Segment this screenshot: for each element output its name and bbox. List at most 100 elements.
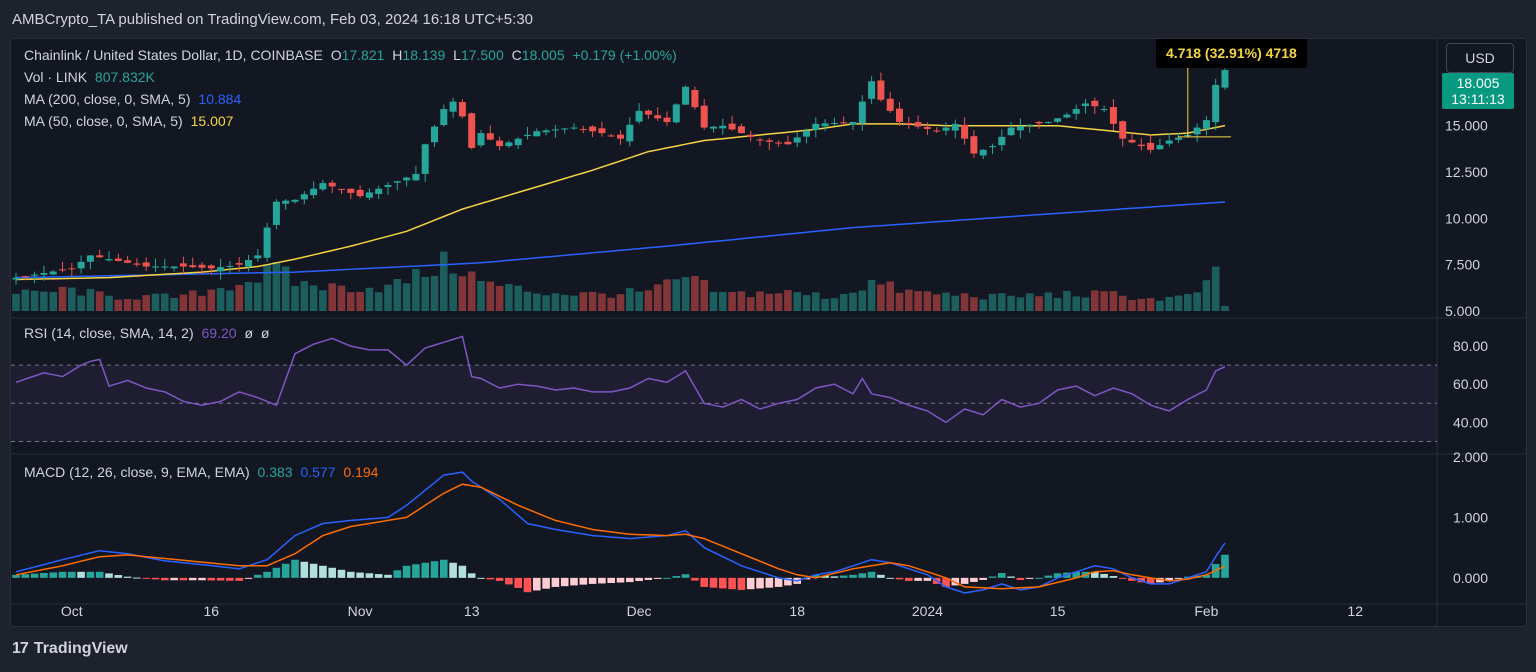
candle xyxy=(710,125,717,133)
macd-histogram-bar xyxy=(365,573,374,578)
candle-body xyxy=(1044,122,1052,123)
candle xyxy=(300,191,308,205)
candle xyxy=(561,127,569,134)
volume-bar xyxy=(235,284,243,311)
volume-legend: Vol · LINK 807.832K xyxy=(24,69,159,85)
volume-bar xyxy=(737,291,746,311)
candle xyxy=(923,122,931,135)
high-value: 18.139 xyxy=(402,47,446,63)
macd-histogram-bar xyxy=(914,577,922,581)
candle-body xyxy=(998,136,1006,146)
volume-bar xyxy=(412,268,420,311)
candle xyxy=(207,264,215,275)
candle xyxy=(59,261,66,273)
macd-histogram-bar xyxy=(1202,574,1211,578)
time-tick-label: Feb xyxy=(1194,603,1218,619)
macd-histogram-bar xyxy=(430,561,439,578)
rsi-extra-2: ø xyxy=(260,325,270,341)
candle xyxy=(1035,120,1043,129)
macd-histogram-bar xyxy=(700,577,708,587)
macd-histogram-bar xyxy=(123,576,132,578)
candle xyxy=(403,176,411,187)
candle-body xyxy=(440,109,448,126)
time-tick-label: 15 xyxy=(1050,603,1066,619)
macd-label: MACD (12, 26, close, 9, EMA, EMA) xyxy=(24,464,250,480)
rsi-tick-label: 60.00 xyxy=(1453,376,1488,392)
time-tick-label: 2024 xyxy=(912,603,943,619)
candle xyxy=(412,165,420,181)
candle-body xyxy=(579,128,587,130)
volume-bar xyxy=(1211,266,1220,311)
volume-bar xyxy=(179,294,188,311)
chart-area[interactable]: 5.000 7.500 10.000 12.500 15.000 40.00 60.00 80… xyxy=(10,38,1527,627)
rsi-line xyxy=(15,335,1226,424)
volume-bar xyxy=(272,261,281,311)
price-tick-label: 10.000 xyxy=(1445,210,1488,226)
volume-bar xyxy=(142,295,150,311)
volume-bar xyxy=(793,292,801,311)
macd-tick-label: 2.000 xyxy=(1453,449,1488,465)
candle-body xyxy=(486,133,494,140)
macd-histogram-bar xyxy=(440,559,448,578)
candle-body xyxy=(1221,70,1229,88)
macd-histogram-bar xyxy=(895,577,904,580)
candle-body xyxy=(291,199,299,202)
macd-histogram-bar xyxy=(1100,573,1108,578)
candle-body xyxy=(737,126,745,134)
candle-body xyxy=(598,128,606,134)
ma50-label: MA (50, close, 0, SMA, 5) xyxy=(24,113,183,129)
candle-body xyxy=(533,131,541,137)
volume-bar xyxy=(356,291,364,311)
candle xyxy=(812,117,820,138)
volume-bar xyxy=(551,293,560,311)
candle xyxy=(533,128,541,137)
volume-bar xyxy=(802,295,811,311)
currency-button[interactable]: USD xyxy=(1446,43,1514,73)
candle-body xyxy=(114,258,122,261)
candle xyxy=(719,118,727,135)
volume-bar xyxy=(495,285,504,311)
macd-histogram-bar xyxy=(1118,577,1127,579)
macd-histogram-bar xyxy=(235,577,243,581)
candle xyxy=(1212,78,1220,131)
macd-histogram-bar xyxy=(281,563,290,578)
candle-body xyxy=(514,138,522,146)
candle xyxy=(124,255,132,264)
candle-body xyxy=(403,177,411,181)
macd-histogram-bar xyxy=(188,577,197,581)
volume-bar xyxy=(514,285,522,311)
candle-body xyxy=(1091,100,1099,107)
high-label: H xyxy=(392,47,403,63)
candle xyxy=(989,143,996,155)
volume-bar xyxy=(1081,297,1090,311)
volume-bar xyxy=(886,281,894,311)
candle xyxy=(1044,121,1052,124)
candle-body xyxy=(542,130,550,133)
candle-body xyxy=(561,128,569,130)
candle-body xyxy=(217,267,225,272)
macd-histogram-bar xyxy=(1007,576,1015,578)
volume-bar xyxy=(895,292,904,311)
candle-body xyxy=(40,273,48,275)
candle-body xyxy=(505,142,513,147)
volume-bar xyxy=(784,290,792,311)
candle xyxy=(663,111,671,126)
candle-body xyxy=(886,98,894,111)
macd-histogram-bar xyxy=(263,571,271,578)
candle xyxy=(1072,104,1080,120)
volume-value: 807.832K xyxy=(94,69,155,85)
candle xyxy=(626,117,634,147)
macd-histogram xyxy=(12,554,1229,593)
candle-body xyxy=(551,129,559,131)
candle-body xyxy=(524,134,531,137)
chart-canvas[interactable]: 5.000 7.500 10.000 12.500 15.000 40.00 60.00 80… xyxy=(11,39,1526,626)
candle xyxy=(1175,132,1182,144)
volume-bar xyxy=(328,283,336,311)
macd-histogram-bar xyxy=(1146,577,1155,584)
macd-line xyxy=(15,471,1226,594)
candle xyxy=(644,109,652,119)
candle-body xyxy=(161,266,169,268)
volume-bar xyxy=(402,283,411,311)
macd-histogram-bar xyxy=(161,577,169,581)
macd-histogram-bar xyxy=(1044,575,1053,578)
